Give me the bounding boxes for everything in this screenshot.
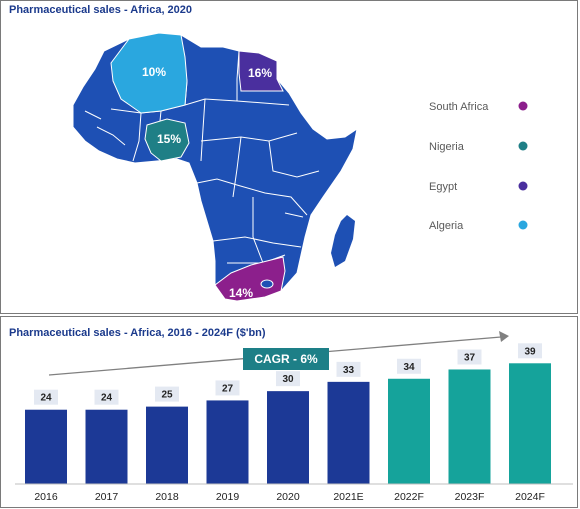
cagr-badge bbox=[243, 348, 329, 370]
legend-label-algeria: Algeria bbox=[429, 220, 464, 232]
data-label-bg-2021e bbox=[336, 361, 361, 377]
legend-label-south-africa: South Africa bbox=[429, 101, 489, 113]
bar-chart-svg: CAGR - 6% 24 2016 24 2017 25 2018 27 2019 30 2020… bbox=[15, 331, 573, 503]
data-label-bg-2020 bbox=[276, 371, 300, 387]
x-tick-2018: 2018 bbox=[155, 491, 179, 503]
legend-marker-egypt bbox=[518, 181, 528, 191]
data-label-2017: 24 bbox=[101, 393, 113, 404]
x-tick-2022f: 2022F bbox=[394, 491, 424, 503]
data-label-2020: 30 bbox=[282, 374, 294, 385]
algeria-share-label: 10% bbox=[142, 65, 166, 79]
data-label-bg-2017 bbox=[94, 389, 119, 405]
x-tick-2017: 2017 bbox=[95, 491, 119, 503]
south-africa-share-label: 14% bbox=[229, 286, 253, 300]
legend-marker-south-africa bbox=[518, 101, 528, 111]
bar-2022f bbox=[388, 378, 430, 484]
bar-chart-panel: Pharmaceutical sales - Africa, 2016 - 20… bbox=[0, 316, 578, 508]
data-label-bg-2023f bbox=[457, 349, 482, 365]
legend-label-egypt: Egypt bbox=[429, 181, 457, 193]
bar-2021e bbox=[327, 381, 370, 484]
bar-2019 bbox=[206, 400, 249, 484]
map-panel: Pharmaceutical sales - Africa, 2020 bbox=[0, 0, 578, 314]
bars-group: 24 2016 24 2017 25 2018 27 2019 30 2020 33 2021E 34 2… bbox=[25, 343, 551, 503]
data-label-bg-2016 bbox=[34, 389, 58, 405]
data-label-bg-2018 bbox=[155, 386, 179, 402]
africa-map-svg: 10% 16% 15% 14% South Africa Nigeria Egy… bbox=[72, 32, 528, 302]
egypt-share-label: 16% bbox=[248, 66, 272, 80]
data-label-2019: 27 bbox=[222, 383, 234, 394]
data-label-2023f: 37 bbox=[464, 352, 476, 363]
map-legend: South Africa Nigeria Egypt Algeria bbox=[429, 101, 528, 232]
lesotho-shape bbox=[260, 279, 274, 289]
cagr-arrowhead bbox=[499, 331, 509, 342]
x-tick-2024f: 2024F bbox=[515, 491, 545, 503]
egypt-shape bbox=[238, 50, 284, 92]
legend-marker-algeria bbox=[518, 220, 528, 230]
bar-2024f bbox=[509, 363, 551, 484]
x-tick-2019: 2019 bbox=[216, 491, 240, 503]
map-title: Pharmaceutical sales - Africa, 2020 bbox=[9, 4, 193, 16]
x-tick-2023f: 2023F bbox=[455, 491, 485, 503]
bar-2018 bbox=[146, 406, 188, 484]
nigeria-shape bbox=[144, 118, 190, 162]
legend-marker-nigeria bbox=[518, 141, 528, 151]
data-label-2021e: 33 bbox=[343, 365, 355, 376]
cagr-label: CAGR - 6% bbox=[254, 352, 318, 366]
data-label-2016: 24 bbox=[40, 393, 52, 404]
chart-title: Pharmaceutical sales - Africa, 2016 - 20… bbox=[9, 327, 266, 339]
x-tick-2020: 2020 bbox=[276, 491, 300, 503]
data-label-2022f: 34 bbox=[403, 362, 415, 373]
data-label-bg-2019 bbox=[215, 380, 240, 396]
bar-2020 bbox=[267, 391, 309, 484]
bar-2023f bbox=[448, 369, 491, 484]
data-label-2018: 25 bbox=[161, 390, 173, 401]
algeria-shape bbox=[110, 32, 188, 114]
nigeria-share-label: 15% bbox=[157, 132, 181, 146]
x-tick-2016: 2016 bbox=[34, 491, 58, 503]
bar-2016 bbox=[25, 409, 67, 484]
legend-label-nigeria: Nigeria bbox=[429, 141, 465, 153]
x-tick-2021e: 2021E bbox=[333, 491, 363, 503]
madagascar-island bbox=[331, 215, 355, 267]
data-label-2024f: 39 bbox=[524, 346, 536, 357]
south-africa-shape bbox=[214, 256, 286, 302]
bar-2017 bbox=[85, 409, 128, 484]
data-label-bg-2024f bbox=[518, 343, 542, 359]
data-label-bg-2022f bbox=[397, 358, 421, 374]
